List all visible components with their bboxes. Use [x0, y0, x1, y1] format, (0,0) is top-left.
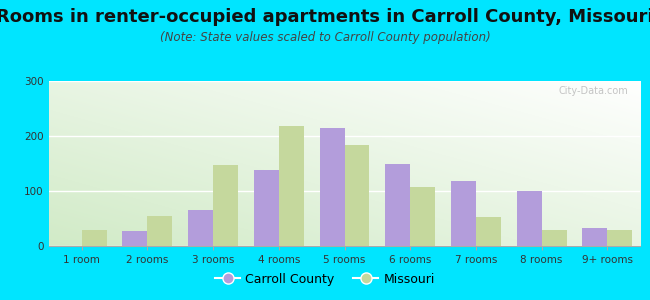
Text: Rooms in renter-occupied apartments in Carroll County, Missouri: Rooms in renter-occupied apartments in C… — [0, 8, 650, 26]
Bar — [607, 230, 632, 246]
Legend: Carroll County, Missouri: Carroll County, Missouri — [211, 268, 439, 291]
Bar — [517, 191, 541, 246]
Bar — [254, 170, 279, 246]
Text: (Note: State values scaled to Carroll County population): (Note: State values scaled to Carroll Co… — [160, 32, 490, 44]
Bar — [476, 218, 501, 246]
Bar — [541, 230, 567, 246]
Bar — [410, 187, 436, 246]
Text: City-Data.com: City-Data.com — [558, 86, 629, 96]
Bar — [279, 126, 304, 246]
Bar — [122, 231, 148, 246]
Bar — [344, 145, 369, 246]
Bar — [82, 230, 107, 246]
Bar — [451, 181, 476, 246]
Bar — [385, 164, 410, 246]
Bar — [148, 216, 172, 246]
Bar — [582, 228, 607, 246]
Bar — [213, 165, 238, 246]
Bar — [188, 210, 213, 246]
Bar — [320, 128, 345, 246]
